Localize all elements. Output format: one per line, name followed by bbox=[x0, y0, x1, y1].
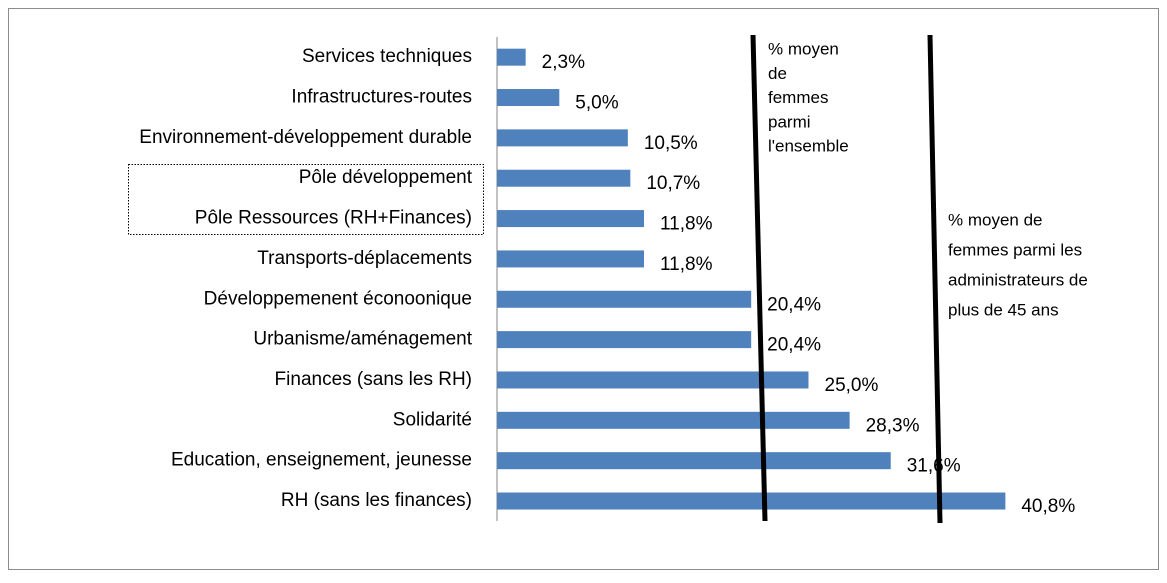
data-label: 5,0% bbox=[575, 93, 618, 114]
annotation: de bbox=[768, 64, 787, 83]
data-label: 40,8% bbox=[1021, 496, 1075, 517]
annotation: administrateurs de bbox=[948, 270, 1088, 289]
data-label: 20,4% bbox=[767, 294, 821, 315]
bar bbox=[497, 452, 891, 470]
data-label: 11,8% bbox=[660, 254, 713, 275]
bar bbox=[497, 169, 631, 187]
annotation: % moyen de bbox=[948, 210, 1043, 229]
data-label: 2,3% bbox=[542, 52, 585, 73]
data-label: 10,5% bbox=[644, 133, 698, 154]
bar bbox=[497, 290, 752, 308]
data-label: 10,7% bbox=[646, 173, 700, 194]
annotation: plus de 45 ans bbox=[948, 300, 1059, 319]
annotation: % moyen bbox=[768, 39, 839, 58]
bar bbox=[497, 89, 560, 107]
data-label: 20,4% bbox=[767, 335, 821, 356]
bar bbox=[497, 210, 645, 228]
y-tick-label: Education, enseignement, jeunesse bbox=[171, 450, 472, 471]
bar bbox=[497, 371, 809, 389]
y-tick-label: Finances (sans les RH) bbox=[275, 369, 472, 390]
average-line bbox=[927, 34, 943, 524]
y-tick-label: Infrastructures-routes bbox=[291, 87, 472, 108]
data-label: 28,3% bbox=[866, 415, 920, 436]
chart-border bbox=[8, 8, 1159, 570]
annotation: parmi bbox=[768, 112, 811, 131]
annotation: femmes bbox=[768, 88, 828, 107]
bar bbox=[497, 411, 850, 429]
bar bbox=[497, 129, 628, 147]
y-tick-label: RH (sans les finances) bbox=[281, 490, 472, 511]
bar bbox=[497, 492, 1006, 510]
y-tick-label: Solidarité bbox=[393, 409, 472, 430]
highlight-box bbox=[128, 164, 484, 235]
y-tick-label: Environnement-développement durable bbox=[139, 127, 472, 148]
y-tick-label: Développemenent éconoonique bbox=[204, 288, 472, 309]
y-tick-label: Pôle développement bbox=[299, 167, 473, 188]
bar bbox=[497, 331, 752, 349]
data-label: 11,8% bbox=[660, 214, 713, 235]
annotation: femmes parmi les bbox=[948, 240, 1082, 259]
y-tick-label: Transports-déplacements bbox=[257, 248, 472, 269]
annotation: l'ensemble bbox=[768, 137, 849, 156]
data-label: 31,6% bbox=[907, 456, 961, 477]
data-label: 25,0% bbox=[825, 375, 879, 396]
y-tick-label: Services techniques bbox=[302, 46, 472, 67]
bar bbox=[497, 250, 645, 268]
y-tick-label: Urbanisme/aménagement bbox=[253, 329, 472, 350]
average-line bbox=[750, 34, 768, 522]
y-tick-label: Pôle Ressources (RH+Finances) bbox=[195, 208, 472, 229]
bar bbox=[497, 48, 526, 66]
